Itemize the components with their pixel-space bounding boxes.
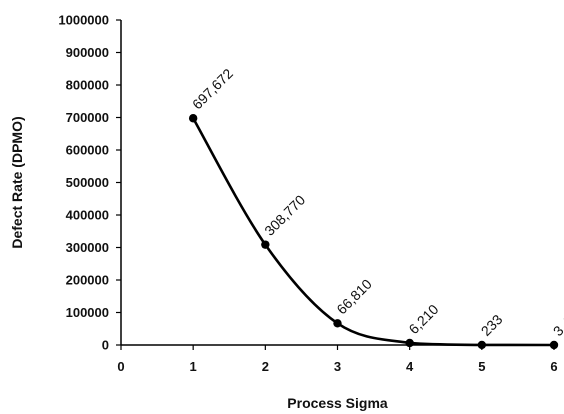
- data-point: [549, 340, 559, 350]
- y-tick-label: 900000: [66, 45, 109, 60]
- data-point: [405, 338, 414, 348]
- y-axis-title: Defect Rate (DPMO): [9, 116, 25, 248]
- y-tick-label: 600000: [66, 143, 109, 158]
- x-tick-label: 0: [117, 359, 124, 374]
- axes: [116, 19, 555, 350]
- x-tick-label: 3: [334, 359, 341, 374]
- y-tick-label: 300000: [66, 240, 109, 255]
- data-points: [188, 114, 559, 350]
- y-tick-label: 800000: [66, 78, 109, 93]
- data-label: 233: [478, 311, 506, 339]
- data-label: 6,210: [405, 301, 441, 337]
- y-tick-label: 100000: [66, 305, 109, 320]
- data-point: [188, 114, 198, 123]
- data-point: [477, 340, 487, 350]
- series-curve: [191, 116, 556, 347]
- x-axis-title: Process Sigma: [287, 395, 388, 411]
- data-label: 697,672: [189, 65, 236, 112]
- data-label: 66,810: [333, 276, 375, 318]
- x-tick-label: 1: [190, 359, 197, 374]
- y-tick-label: 1000000: [58, 13, 109, 28]
- data-point: [261, 240, 270, 249]
- x-tick-label: 6: [550, 359, 557, 374]
- data-label: 308,770: [261, 192, 308, 239]
- y-tick-label: 400000: [66, 208, 109, 223]
- data-point: [333, 319, 342, 328]
- y-tick-label: 200000: [66, 273, 109, 288]
- x-tick-label: 4: [406, 359, 414, 374]
- data-labels: 697,672 308,770 66,810 6,210 233 3.4: [189, 65, 564, 339]
- y-tick-label: 500000: [66, 175, 109, 190]
- data-label: 3.4: [550, 314, 564, 339]
- series-line: [191, 116, 556, 347]
- x-tick-label: 2: [262, 359, 269, 374]
- x-tick-label: 5: [478, 359, 485, 374]
- tick-labels: 0 100000 200000 300000 400000 500000 600000 700…: [58, 13, 557, 375]
- y-tick-label: 700000: [66, 110, 109, 125]
- y-tick-label: 0: [102, 338, 109, 353]
